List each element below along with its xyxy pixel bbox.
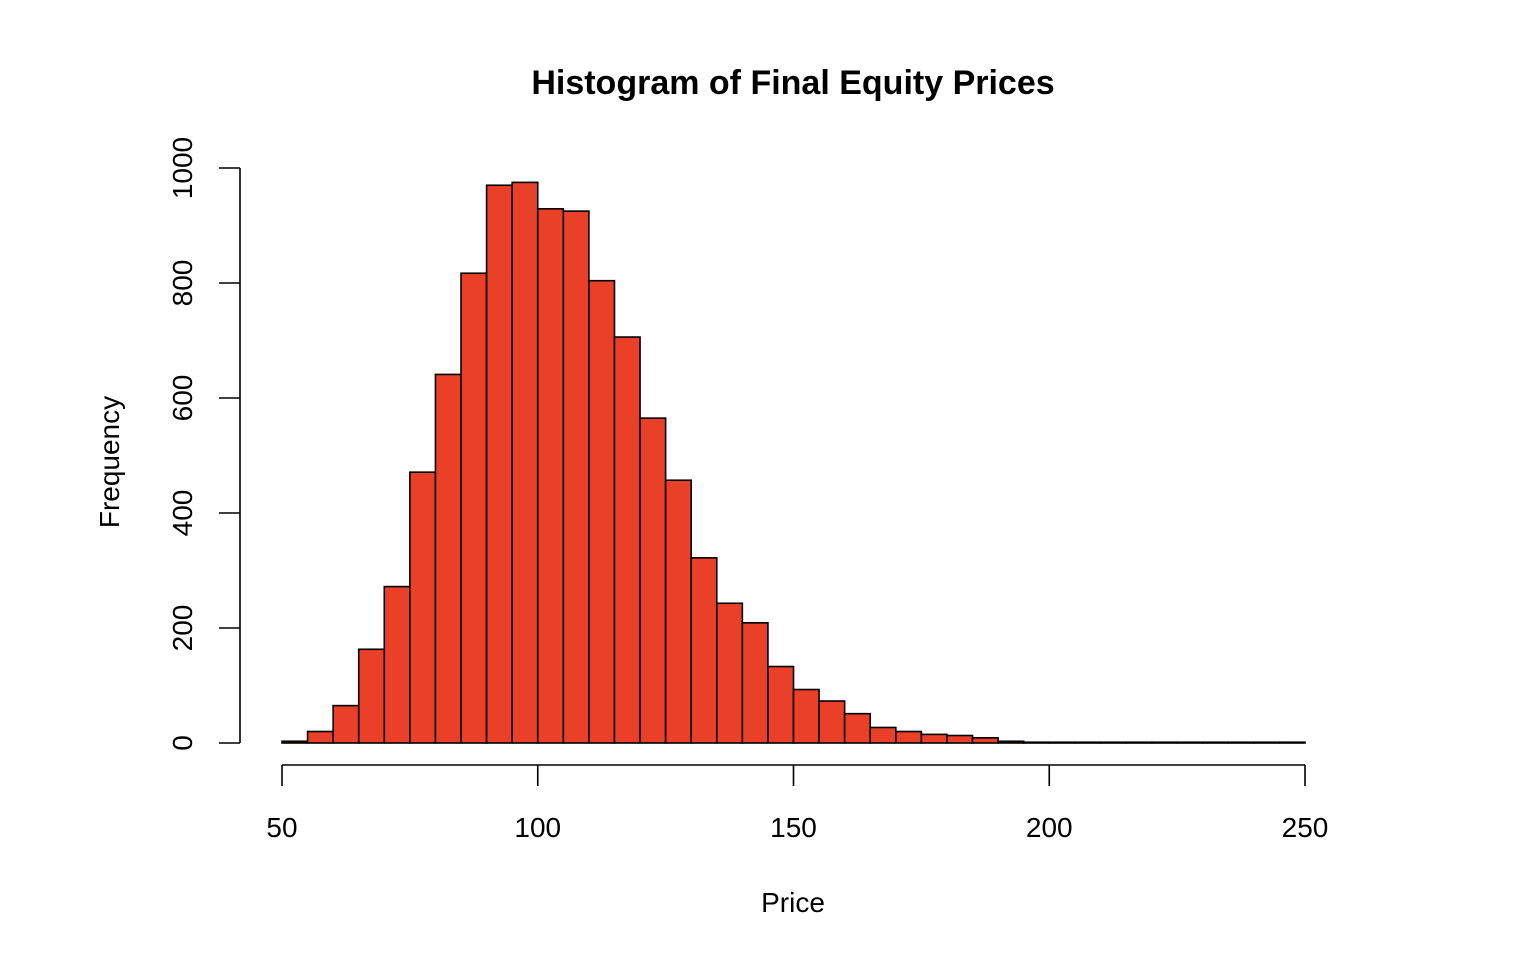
histogram-bar — [1048, 741, 1076, 744]
histogram-bar — [1176, 741, 1204, 744]
y-tick-label: 200 — [167, 605, 198, 652]
histogram-bar — [894, 730, 923, 744]
histogram-bar — [1278, 741, 1306, 744]
x-axis-label: Price — [761, 887, 825, 918]
histogram-bar — [511, 181, 539, 744]
histogram-bar — [690, 557, 718, 744]
x-tick-label: 150 — [770, 812, 817, 843]
histogram-bar — [1099, 741, 1127, 744]
histogram-bar — [409, 471, 437, 744]
histogram-bar — [715, 602, 744, 744]
histogram-bar — [639, 417, 667, 744]
y-axis-label: Frequency — [94, 396, 125, 528]
chart-title: Histogram of Final Equity Prices — [531, 64, 1054, 102]
y-tick-label: 400 — [167, 490, 198, 537]
histogram-bar — [306, 730, 334, 744]
histogram-bar — [1253, 741, 1281, 744]
histogram-bar — [281, 740, 309, 744]
y-tick-label: 800 — [167, 260, 198, 307]
histogram-bar — [843, 712, 872, 744]
histogram-bar — [1150, 741, 1178, 744]
histogram-bar — [562, 210, 590, 744]
histogram-bar — [1201, 741, 1230, 744]
x-tick-label: 250 — [1282, 812, 1329, 843]
histogram-bar — [792, 688, 820, 744]
histogram-bar — [357, 648, 386, 744]
histogram-bar — [588, 279, 616, 744]
x-tick-label: 50 — [266, 812, 297, 843]
histogram-bar — [869, 726, 897, 744]
histogram-bar — [1227, 741, 1255, 744]
histogram-bar — [946, 734, 974, 744]
histogram-bars — [281, 181, 1306, 744]
histogram-bar — [818, 700, 846, 744]
histogram-bar — [741, 622, 769, 744]
histogram-bar — [613, 336, 641, 744]
histogram-bar — [536, 208, 565, 744]
y-tick-label: 1000 — [167, 137, 198, 199]
histogram-bar — [332, 704, 360, 744]
histogram-bar — [485, 184, 513, 744]
histogram-bar — [1125, 741, 1153, 744]
histogram-bar — [383, 585, 411, 744]
histogram-bar — [767, 665, 795, 744]
histogram-bar — [971, 737, 999, 744]
histogram-bar — [460, 272, 488, 744]
histogram-bar — [997, 740, 1025, 744]
histogram-bar — [1022, 741, 1051, 744]
histogram-bar — [920, 733, 948, 744]
y-axis: 0 200 400 600 800 1000 — [167, 137, 241, 751]
x-tick-label: 200 — [1026, 812, 1073, 843]
histogram-bar — [1074, 741, 1102, 744]
y-tick-label: 0 — [167, 735, 198, 751]
x-axis: 50 100 150 200 250 — [266, 764, 1329, 843]
histogram-bar — [664, 479, 693, 744]
histogram-bar — [434, 373, 462, 744]
x-tick-label: 100 — [514, 812, 561, 843]
y-tick-label: 600 — [167, 375, 198, 422]
